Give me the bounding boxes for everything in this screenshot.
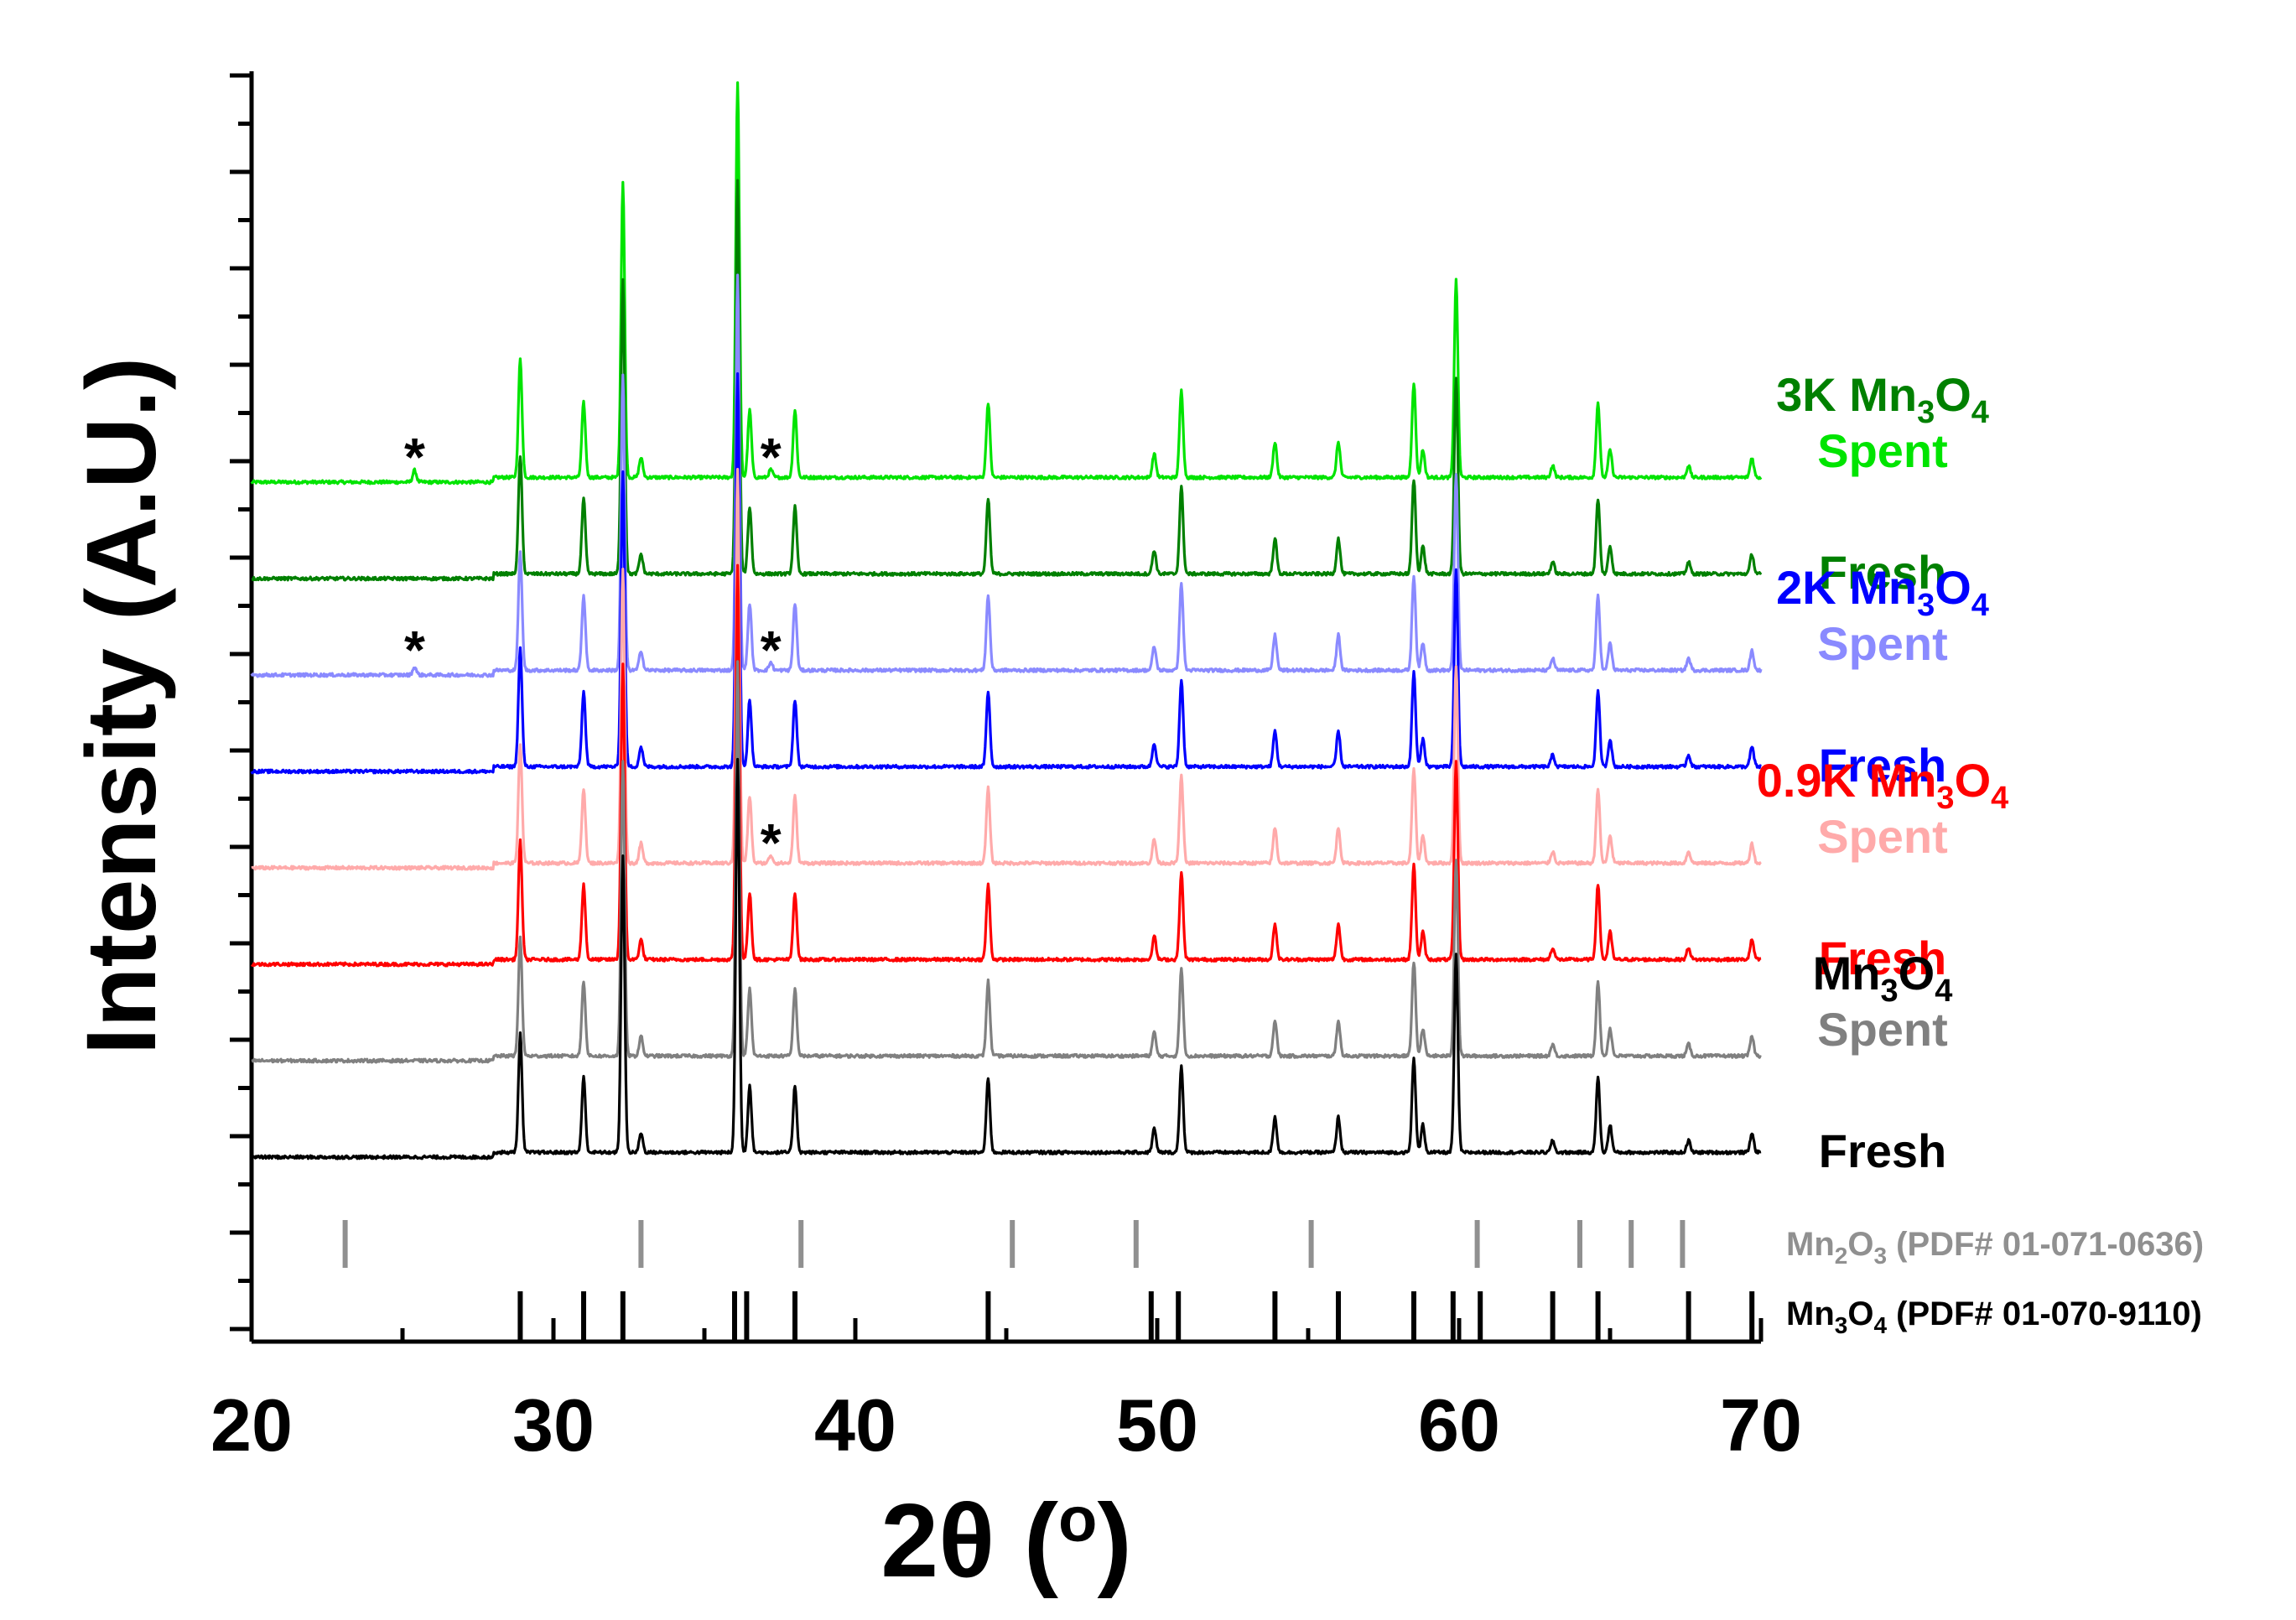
x-tick-label: 20 (210, 1384, 293, 1467)
series-line-0-9k-mn3o4-fresh (251, 563, 1762, 968)
series-line-0-9k-mn3o4-spent (251, 467, 1762, 871)
reference-pattern-label: Mn3O4 (PDF# 01-070-9110) (1786, 1295, 2202, 1338)
legend-state-label: Fresh (1819, 932, 1947, 984)
legend-state-label: Fresh (1819, 1124, 1947, 1177)
x-tick-label: 30 (512, 1384, 595, 1467)
asterisk-annotation: * (761, 620, 782, 680)
reference-patterns: Mn2O3 (PDF# 01-071-0636) Mn3O4 (PDF# 01-0… (342, 1220, 2204, 1342)
x-tick-label: 60 (1418, 1384, 1500, 1467)
legend-state-label: Fresh (1819, 546, 1947, 599)
series-line-mn3o4-fresh (250, 757, 1762, 1160)
series-line-mn3o4-spent (251, 660, 1762, 1064)
reference-pattern-label: Mn2O3 (PDF# 01-071-0636) (1786, 1226, 2204, 1269)
axis-labels: Intensity (A.U.) 2θ (o) (66, 357, 1132, 1599)
asterisk-annotation: * (404, 620, 425, 680)
legend-state-label: Spent (1817, 424, 1948, 477)
legend-state-label: Spent (1817, 1003, 1948, 1056)
legend-state-label: Spent (1817, 810, 1948, 863)
series-line-2k-mn3o4-spent (250, 273, 1763, 678)
x-tick-label: 50 (1116, 1384, 1198, 1467)
x-tick-label: 40 (814, 1384, 896, 1467)
asterisk-annotation: * (761, 427, 782, 487)
annotations: * * * * * (404, 427, 782, 873)
series-line-3k-mn3o4-spent (250, 80, 1763, 485)
x-tick-label: 70 (1720, 1384, 1802, 1467)
legend-group-label: 3K Mn3O4 (1776, 368, 1989, 430)
axes: 20 30 40 50 60 70 (210, 71, 1802, 1467)
series-line-2k-mn3o4-fresh (250, 372, 1762, 775)
legend-group-label: 2K Mn3O4 (1776, 561, 1989, 623)
x-axis-title: 2θ (o) (880, 1483, 1131, 1599)
asterisk-annotation: * (761, 813, 782, 873)
y-axis-title: Intensity (A.U.) (66, 357, 177, 1056)
legend-group-label: 0.9K Mn3O4 (1757, 754, 2009, 816)
series-line-3k-mn3o4-fresh (251, 179, 1763, 582)
asterisk-annotation: * (404, 427, 425, 487)
legend-state-label: Fresh (1819, 739, 1947, 792)
legend-group-label: Mn3O4 (1813, 947, 1953, 1009)
legend-state-label: Spent (1817, 617, 1948, 670)
series-group (250, 80, 1763, 1160)
